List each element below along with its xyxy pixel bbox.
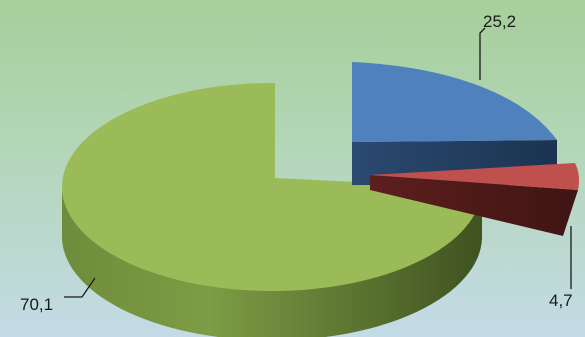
pie-slice-3-top <box>62 82 482 291</box>
data-label-1: 25,2 <box>483 12 516 31</box>
pie-slice-2-side <box>370 175 578 236</box>
leader-line-3 <box>64 277 96 298</box>
pie-slice-2-top <box>370 163 579 190</box>
pie-slice-1-top <box>352 62 557 142</box>
pie-slice-3 <box>61 82 482 337</box>
data-label-2: 4,7 <box>549 291 573 310</box>
pie-slice-2 <box>370 163 579 236</box>
data-label-3: 70,1 <box>20 295 53 314</box>
pie-slice-3-side <box>61 185 482 337</box>
leader-line-1 <box>479 27 486 80</box>
